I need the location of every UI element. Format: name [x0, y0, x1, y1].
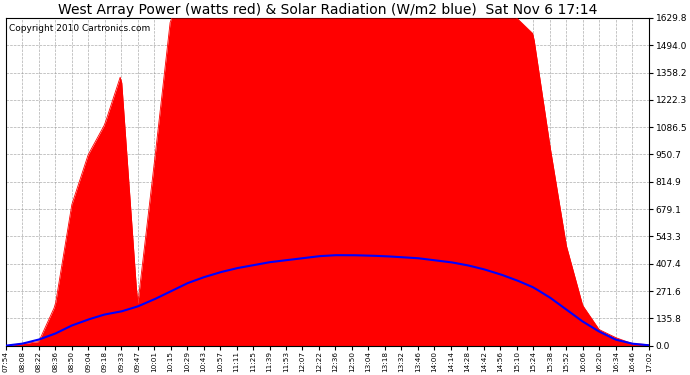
Title: West Array Power (watts red) & Solar Radiation (W/m2 blue)  Sat Nov 6 17:14: West Array Power (watts red) & Solar Rad… [57, 3, 597, 17]
Text: Copyright 2010 Cartronics.com: Copyright 2010 Cartronics.com [9, 24, 150, 33]
